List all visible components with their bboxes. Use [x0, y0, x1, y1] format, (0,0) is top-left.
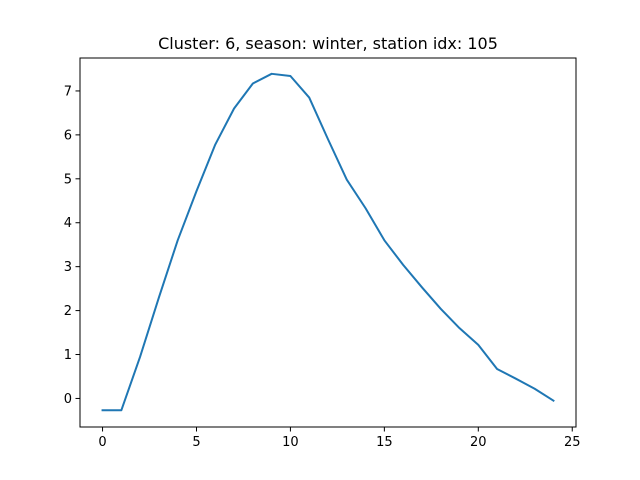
chart-title: Cluster: 6, season: winter, station idx:… — [158, 34, 498, 53]
x-tick-label: 25 — [564, 435, 581, 450]
y-tick-label: 1 — [64, 348, 72, 363]
x-tick-label: 10 — [282, 435, 299, 450]
y-tick-label: 2 — [64, 304, 72, 319]
x-tick-label: 15 — [376, 435, 393, 450]
y-tick-label: 4 — [64, 216, 72, 231]
x-tick-label: 5 — [192, 435, 200, 450]
y-tick-label: 3 — [64, 260, 72, 275]
y-tick-label: 7 — [64, 84, 72, 99]
series-line-0 — [101, 72, 555, 412]
x-tick-label: 0 — [98, 435, 106, 450]
x-tick-label: 20 — [470, 435, 487, 450]
plot-frame — [79, 57, 577, 428]
y-tick-label: 6 — [64, 128, 72, 143]
y-tick-label: 0 — [64, 392, 72, 407]
y-tick-label: 5 — [64, 172, 72, 187]
